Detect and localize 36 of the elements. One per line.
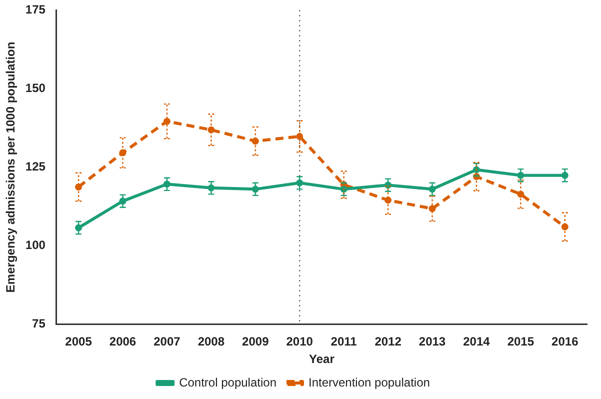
x-tick-label: 2013 [418,334,446,349]
y-tick-label: 100 [25,238,46,252]
x-tick-label: 2016 [552,334,579,349]
legend-label: Control population [179,375,276,390]
x-tick-label: 2015 [507,334,534,349]
x-tick-label: 2014 [463,334,490,349]
x-tick-label: 2011 [330,334,358,349]
point [384,196,392,204]
point [428,205,436,212]
point [252,138,259,145]
point [517,190,524,198]
point [119,149,126,156]
point [296,132,304,140]
x-tick-label: 2006 [109,334,136,349]
point [163,118,170,125]
point [561,223,568,230]
x-tick-label: 2010 [286,334,314,349]
point [252,186,259,193]
x-tick-label: 2007 [154,334,181,349]
x-tick-label: 2008 [198,334,225,349]
y-tick-label: 175 [25,2,46,17]
x-tick-label: 2009 [242,334,270,349]
point [296,179,304,186]
point [561,172,568,179]
y-axis-title: Emergency admissions per 1000 population [4,42,18,293]
y-tick-label: 150 [25,81,46,96]
x-axis-title: Year [309,352,335,366]
x-tick-label: 2005 [65,334,92,349]
point [75,224,82,232]
point [208,126,215,134]
legend-label: Intervention population [308,375,430,390]
x-tick-label: 2012 [374,334,402,349]
point [75,183,82,190]
y-tick-label: 125 [25,160,46,174]
point [163,180,170,188]
y-tick-label: 75 [32,316,46,331]
